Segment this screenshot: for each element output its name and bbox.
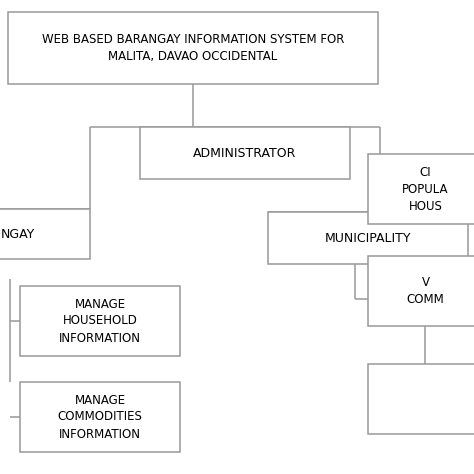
FancyBboxPatch shape [368, 364, 474, 434]
Text: ADMINISTRATOR: ADMINISTRATOR [193, 146, 297, 159]
FancyBboxPatch shape [268, 212, 468, 264]
FancyBboxPatch shape [0, 209, 90, 259]
Text: MUNICIPALITY: MUNICIPALITY [325, 231, 411, 245]
FancyBboxPatch shape [368, 256, 474, 326]
FancyBboxPatch shape [368, 154, 474, 224]
Text: CI
POPULA
HOUS: CI POPULA HOUS [402, 165, 449, 212]
FancyBboxPatch shape [140, 127, 350, 179]
Text: MANAGE
HOUSEHOLD
INFORMATION: MANAGE HOUSEHOLD INFORMATION [59, 298, 141, 345]
FancyBboxPatch shape [20, 286, 180, 356]
FancyBboxPatch shape [8, 12, 378, 84]
Text: MANAGE
COMMODITIES
INFORMATION: MANAGE COMMODITIES INFORMATION [57, 393, 143, 440]
Text: V
COMM: V COMM [407, 276, 444, 306]
FancyBboxPatch shape [20, 382, 180, 452]
Text: WEB BASED BARANGAY INFORMATION SYSTEM FOR
MALITA, DAVAO OCCIDENTAL: WEB BASED BARANGAY INFORMATION SYSTEM FO… [42, 33, 344, 63]
Text: NGAY: NGAY [0, 228, 35, 240]
